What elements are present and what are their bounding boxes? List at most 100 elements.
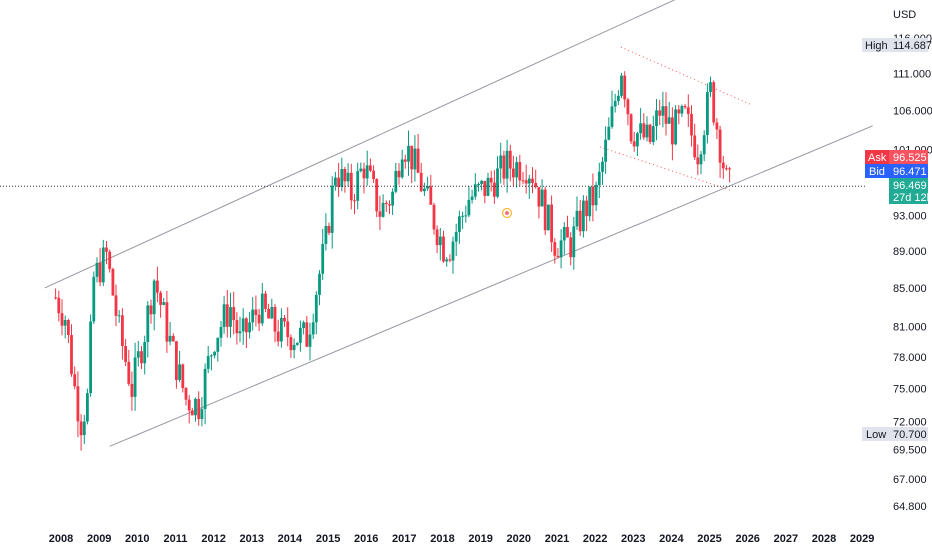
candle-body — [531, 178, 534, 183]
candle-body — [178, 364, 181, 380]
candle-body — [194, 398, 197, 416]
candle-body — [378, 211, 382, 217]
time-axis[interactable]: 2008 2009 2010 2011 2012 2013 2014 2015 2016 2017… — [49, 533, 875, 545]
candle-body — [601, 161, 604, 172]
candle-body — [702, 135, 706, 155]
candle-body — [346, 172, 350, 182]
candle-body — [493, 182, 496, 197]
candle-body — [257, 314, 261, 324]
candle-body — [464, 215, 468, 217]
candle-body — [292, 344, 296, 351]
candle-body — [384, 202, 388, 205]
candle-body — [550, 204, 553, 243]
candle-body — [429, 186, 433, 205]
candle-body — [108, 251, 112, 269]
candle-body — [210, 355, 213, 357]
candle-body — [381, 202, 385, 217]
candle-body — [655, 110, 658, 127]
x-tick-label: 2028 — [812, 533, 836, 545]
candle-body — [438, 236, 442, 246]
candle-body — [305, 322, 309, 347]
candle-body — [594, 184, 598, 206]
bid-marker: Bid 96.471 — [865, 164, 928, 178]
candle-body — [410, 145, 414, 170]
candle-body — [661, 106, 665, 116]
candle-body — [712, 82, 716, 123]
candle-body — [413, 148, 417, 170]
last-price-value: 96.469 — [893, 180, 927, 192]
candle-body — [311, 322, 315, 335]
candle-body — [674, 109, 677, 145]
candle-body — [403, 159, 407, 162]
candle-body — [225, 304, 229, 327]
candle-body — [623, 75, 627, 100]
candle-body — [620, 75, 623, 96]
candle-body — [477, 184, 480, 185]
y-tick-label: 67.000 — [893, 474, 927, 486]
candle-body — [156, 280, 159, 293]
candle-body — [728, 168, 731, 170]
candle-body — [642, 123, 646, 138]
x-tick-label: 2015 — [316, 533, 340, 545]
low-marker: Low 70.700 — [862, 427, 928, 441]
candle-body — [397, 170, 401, 178]
candle-body — [416, 148, 420, 173]
ask-marker: Ask 96.525 — [865, 150, 928, 164]
candle-body — [184, 388, 188, 400]
candle-body — [219, 327, 223, 338]
y-tick-label: 78.000 — [893, 352, 927, 364]
candle-body — [321, 243, 325, 274]
candle-body — [152, 280, 156, 315]
candle-body — [512, 168, 515, 178]
x-tick-label: 2013 — [240, 533, 264, 545]
candle-body — [400, 159, 404, 178]
candle-body — [467, 199, 471, 216]
candle-body — [330, 185, 334, 233]
candle-body — [658, 110, 662, 116]
candle-body — [73, 374, 77, 387]
candle-body — [111, 269, 115, 296]
candle-body — [690, 113, 693, 136]
candle-body — [721, 162, 725, 169]
candle-body — [521, 180, 525, 182]
x-tick-label: 2014 — [278, 533, 303, 545]
x-tick-label: 2009 — [87, 533, 111, 545]
candle-body — [286, 321, 290, 338]
x-tick-label: 2018 — [430, 533, 454, 545]
candle-body — [63, 320, 67, 326]
channel-lower-line — [109, 125, 873, 447]
candle-body — [562, 227, 566, 241]
candle-body — [369, 165, 372, 171]
candle-body — [222, 304, 226, 327]
candle-body — [114, 295, 118, 316]
x-tick-label: 2021 — [545, 533, 569, 545]
x-tick-label: 2023 — [621, 533, 645, 545]
source-watermark-icon — [501, 207, 513, 219]
candle-body — [391, 191, 394, 206]
candle-body — [238, 331, 242, 334]
candle-body — [232, 307, 236, 321]
candle-body — [340, 169, 344, 187]
candle-body — [575, 210, 579, 227]
ask-value: 96.525 — [893, 152, 927, 164]
candle-body — [648, 124, 652, 142]
candle-body — [725, 168, 728, 170]
candle-body — [121, 315, 124, 346]
candle-body — [639, 123, 642, 134]
candle-body — [76, 386, 80, 422]
candle-body — [527, 178, 531, 184]
candle-body — [245, 318, 248, 333]
candle-body — [187, 399, 191, 411]
candle-body — [235, 320, 239, 334]
candle-body — [489, 177, 493, 183]
y-tick-label: 72.000 — [893, 416, 927, 428]
x-tick-label: 2019 — [468, 533, 492, 545]
candle-body — [79, 421, 83, 436]
candle-body — [667, 117, 671, 124]
candle-body — [57, 297, 61, 314]
candle-body — [553, 242, 557, 256]
candle-body — [295, 342, 299, 345]
candle-body — [324, 226, 328, 244]
candle-body — [686, 107, 690, 114]
